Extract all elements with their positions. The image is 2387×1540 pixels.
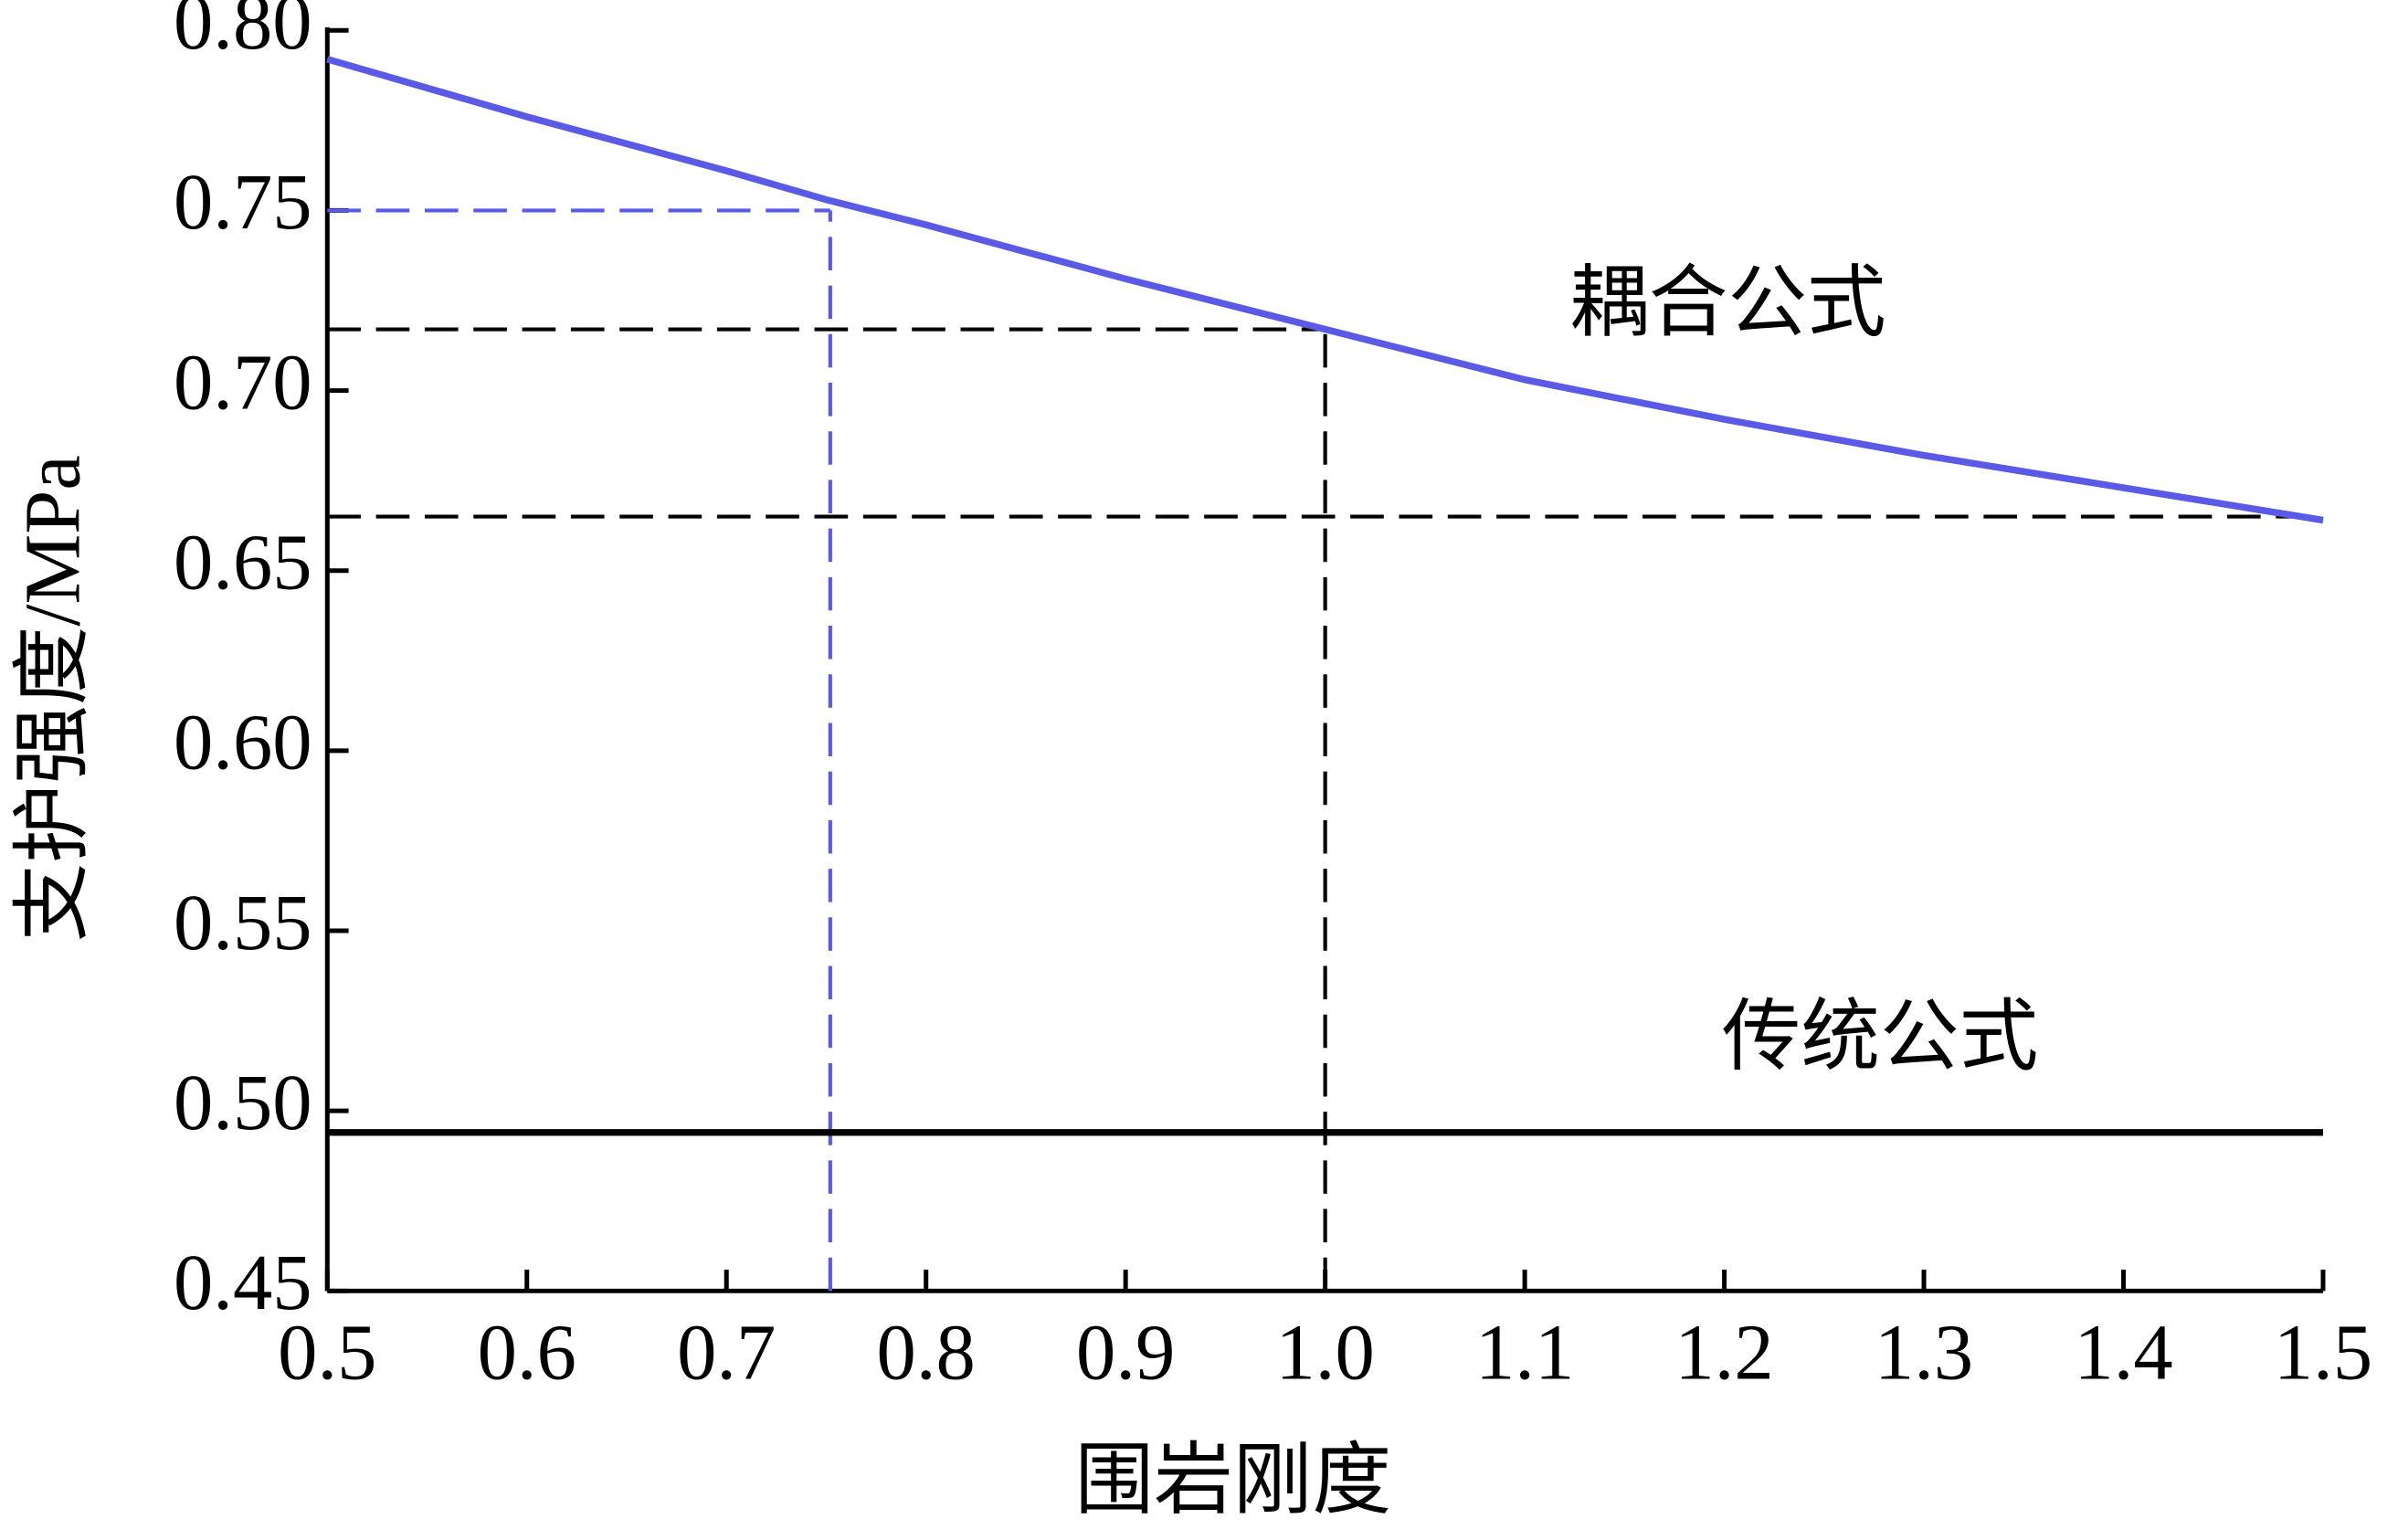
x-tick-label: 1.1 [1475,1309,1574,1397]
y-tick-label: 0.60 [174,699,312,786]
y-tick-label: 0.80 [174,0,312,66]
x-tick-label: 0.9 [1076,1309,1175,1397]
x-axis-label: 围岩刚度 [1075,1436,1392,1524]
x-tick-label: 1.2 [1674,1309,1773,1397]
x-tick-label: 1.0 [1275,1309,1374,1397]
x-tick-label: 0.6 [478,1309,576,1397]
y-tick-label: 0.45 [174,1239,312,1326]
x-tick-label: 0.8 [877,1309,976,1397]
x-tick-label: 1.5 [2274,1309,2372,1397]
y-tick-label: 0.70 [174,338,312,426]
y-tick-label: 0.65 [174,519,312,607]
series-label: 传统公式 [1722,993,2039,1081]
series-line [326,56,2324,524]
y-tick-label: 0.50 [174,1059,312,1146]
x-tick-label: 1.4 [2074,1309,2172,1397]
y-axis-label: 支护强度/MPa [8,455,96,942]
x-tick-label: 1.3 [1875,1309,1973,1397]
y-tick-label: 0.55 [174,879,312,966]
x-tick-label: 0.7 [677,1309,776,1397]
series-label: 耦合公式 [1569,259,1886,347]
y-tick-label: 0.75 [174,158,312,246]
x-tick-label: 0.5 [278,1309,376,1397]
